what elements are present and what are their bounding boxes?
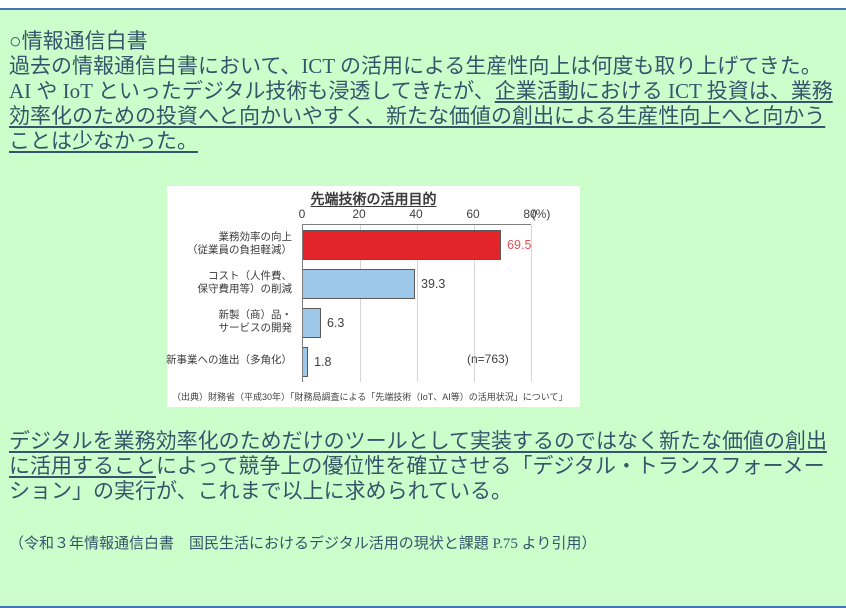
- paragraph1-line5-underlined: ことは少なかった。: [9, 129, 198, 153]
- category-3-line2: サービスの開発: [218, 321, 293, 334]
- x-tick-80: 80: [523, 207, 537, 221]
- category-2-line1: コスト（人件費、: [208, 269, 292, 282]
- paragraph1-line3-normal: AI や IoT といったデジタル技術も浸透してきたが、: [9, 79, 495, 103]
- category-label-4: 新事業への進出（多角化）: [166, 341, 298, 380]
- paragraph2-line1-underlined: デジタルを業務効率化のためだけのツールとして実装するのではなく新たな価値の創出: [9, 429, 827, 453]
- bar-value-label-4: 1.8: [314, 354, 332, 369]
- gridline-80: [531, 225, 532, 382]
- x-tick-60: 60: [466, 207, 480, 221]
- green-panel: ○情報通信白書 過去の情報通信白書において、ICT の活用による生産性向上は何度…: [0, 8, 846, 608]
- paragraph1-line3-underlined: 企業活動における ICT 投資は、業務: [494, 79, 833, 103]
- category-1-line1: 業務効率の向上: [218, 230, 293, 243]
- bar-value-label-2: 39.3: [421, 276, 446, 291]
- citation-line: （令和３年情報通信白書 国民生活におけるデジタル活用の現状と課題 P.75 より…: [9, 536, 597, 552]
- paragraph2-line2-normal: によって競争上の優位性を確立させる「デジタル・トランスフォーメー: [156, 454, 825, 478]
- gridline-60: [474, 225, 475, 382]
- category-labels: 業務効率の向上 （従業員の負担軽減） コスト（人件費、 保守費用等）の削減 新製…: [166, 224, 298, 381]
- bar-value-label-3: 6.3: [326, 315, 345, 330]
- advanced-technology-bar-chart: 先端技術の活用目的 0 20 40 60 80 (%) 業務効率の向上 （従業員…: [166, 186, 580, 407]
- bar-business-efficiency: [303, 229, 502, 260]
- paragraph-bottom: デジタルを業務効率化のためだけのツールとして実装するのではなく新たな価値の創出 …: [9, 429, 841, 504]
- x-axis-unit-label: (%): [531, 207, 551, 221]
- paragraph1-line4-underlined: 効率化のための投資へと向かいやすく、新たな価値の創出による生産性向上へと向かう: [9, 104, 826, 128]
- category-4-line1: 新事業への進出（多角化）: [166, 354, 292, 366]
- x-tick-20: 20: [352, 207, 366, 221]
- gridline-40: [417, 225, 418, 382]
- category-label-1: 業務効率の向上 （従業員の負担軽減）: [167, 224, 298, 263]
- category-1-line2: （従業員の負担軽減）: [187, 243, 292, 256]
- bar-row-3: 6.3: [303, 303, 531, 342]
- heading-text: ○情報通信白書: [9, 29, 148, 53]
- sample-size-annotation: (n=763): [467, 352, 509, 366]
- chart-title: 先端技術の活用目的: [310, 191, 437, 207]
- bar-row-2: 39.3: [303, 264, 531, 303]
- bar-new-business: [303, 346, 309, 377]
- x-axis-labels: 0 20 40 60 80 (%): [298, 207, 551, 222]
- paragraph2-line3: ション」の実行が、これまで以上に求められている。: [9, 479, 512, 503]
- category-label-2: コスト（人件費、 保守費用等）の削減: [167, 263, 298, 302]
- bar-rows: 69.5 39.3 6.3 1.8: [303, 225, 531, 382]
- paragraph-top: ○情報通信白書 過去の情報通信白書において、ICT の活用による生産性向上は何度…: [9, 29, 841, 154]
- bar-row-4: 1.8: [303, 342, 531, 381]
- chart-source-note: （出典）財務省（平成30年）「財務局調査による「先端技術（IoT、AI等）の活用…: [172, 392, 568, 402]
- x-tick-40: 40: [409, 207, 423, 221]
- paragraph1-line2: 過去の情報通信白書において、ICT の活用による生産性向上は何度も取り上げてきた…: [9, 54, 822, 78]
- plot-area: 69.5 39.3 6.3 1.8: [302, 224, 532, 382]
- category-2-line2: 保守費用等）の削減: [197, 282, 293, 295]
- bar-cost-reduction: [303, 268, 415, 299]
- bar-row-1: 69.5: [303, 225, 531, 264]
- category-3-line1: 新製（商）品・: [218, 308, 293, 321]
- gridline-20: [360, 225, 361, 382]
- paragraph2-line2-underlined: に活用すること: [9, 454, 156, 478]
- x-tick-0: 0: [298, 207, 306, 221]
- category-label-3: 新製（商）品・ サービスの開発: [167, 302, 298, 341]
- bar-value-label-1: 69.5: [507, 237, 532, 252]
- bar-new-product-dev: [303, 307, 321, 338]
